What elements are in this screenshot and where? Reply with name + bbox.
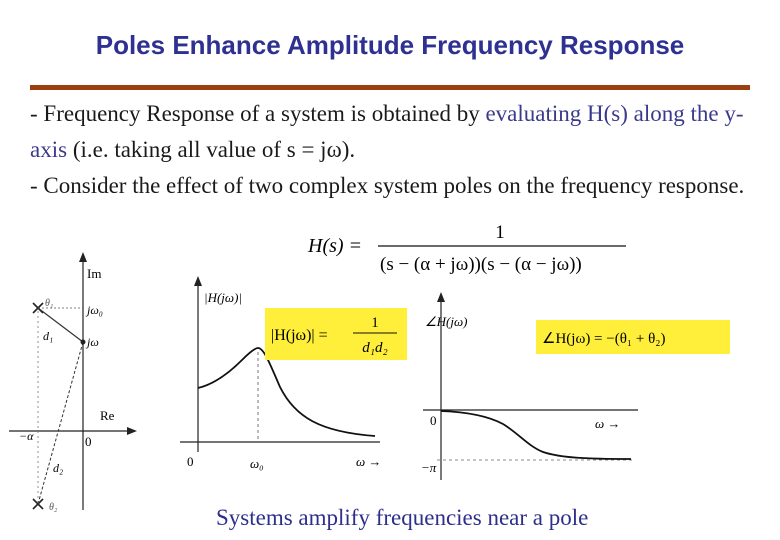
- mag-y-arrow: [194, 276, 202, 286]
- phase-curve: [440, 410, 632, 460]
- bullet-1-highlight: evaluating H(s) along the y-axis: [30, 101, 744, 162]
- origin-label: 0: [85, 434, 92, 449]
- title-divider: [30, 85, 750, 90]
- mag-formula-den: d₁d₂: [362, 340, 387, 356]
- magnitude-formula: |H(jω)| = 1 d₁d₂: [271, 315, 397, 356]
- neg-alpha-label: −α: [19, 429, 34, 443]
- mag-formula-num: 1: [371, 315, 379, 331]
- bullet-1-pre: - Frequency Response of a system is obta…: [30, 101, 486, 126]
- d1-label: d₁: [43, 329, 53, 343]
- magnitude-formula-box: |H(jω)| = 1 d₁d₂: [265, 308, 407, 360]
- phase-zero-label: 0: [430, 413, 437, 428]
- transfer-function-equation: H(s) = 1 (s − (α + jω))(s − (α − jω)): [307, 222, 626, 275]
- mag-ylabel: |H(jω)|: [204, 290, 242, 305]
- theta2-label: θ₂: [49, 502, 58, 513]
- phase-xlabel: ω →: [595, 416, 620, 431]
- caption: Systems amplify frequencies near a pole: [216, 505, 589, 530]
- jw-point: [80, 339, 86, 345]
- magnitude-plot: |H(jω)| 0 ω₀ ω →: [180, 276, 381, 471]
- jw-label: jω: [85, 335, 99, 349]
- slide-title: Poles Enhance Amplitude Frequency Respon…: [95, 30, 685, 60]
- bullet-1: - Frequency Response of a system is obta…: [30, 96, 765, 168]
- d2-label: d₂: [53, 461, 63, 475]
- phase-formula-box: ∠H(jω) = −(θ₁ + θ₂): [536, 320, 730, 354]
- re-label: Re: [100, 408, 115, 423]
- pole-zero-plot: Im Re 0 −α jω₀ jω d₁ d₂ θ₁ θ₂: [9, 252, 137, 513]
- mag-origin-label: 0: [187, 454, 194, 469]
- bullet-1-post: (i.e. taking all value of s = jω).: [67, 137, 356, 162]
- phase-formula-text: ∠H(jω) = −(θ₁ + θ₂): [542, 331, 666, 347]
- phase-min-label: −π: [421, 460, 437, 475]
- im-label: Im: [87, 266, 101, 281]
- phase-plot: ∠H(jω) 0 −π ω →: [421, 292, 638, 480]
- magnitude-curve: [197, 347, 376, 437]
- vector-d1: [37, 307, 84, 343]
- equation-denominator: (s − (α + jω))(s − (α − jω)): [380, 254, 582, 275]
- mag-formula-lhs: |H(jω)| =: [271, 327, 328, 344]
- body-text: - Frequency Response of a system is obta…: [30, 96, 765, 204]
- theta1-label: θ₁: [45, 298, 53, 309]
- vector-d2: [37, 341, 84, 505]
- mag-peak-label: ω₀: [250, 456, 264, 471]
- phase-ylabel: ∠H(jω): [425, 314, 468, 329]
- bullet-2: - Consider the effect of two complex sys…: [30, 173, 745, 198]
- equation-lhs: H(s) =: [307, 235, 362, 257]
- phase-formula: ∠H(jω) = −(θ₁ + θ₂): [542, 331, 666, 347]
- im-axis-arrow: [79, 252, 87, 262]
- equation-numerator: 1: [495, 222, 505, 243]
- jw0-label: jω₀: [85, 303, 103, 317]
- mag-xlabel: ω →: [356, 454, 381, 469]
- re-axis-arrow: [127, 427, 137, 435]
- phase-y-arrow: [437, 292, 445, 302]
